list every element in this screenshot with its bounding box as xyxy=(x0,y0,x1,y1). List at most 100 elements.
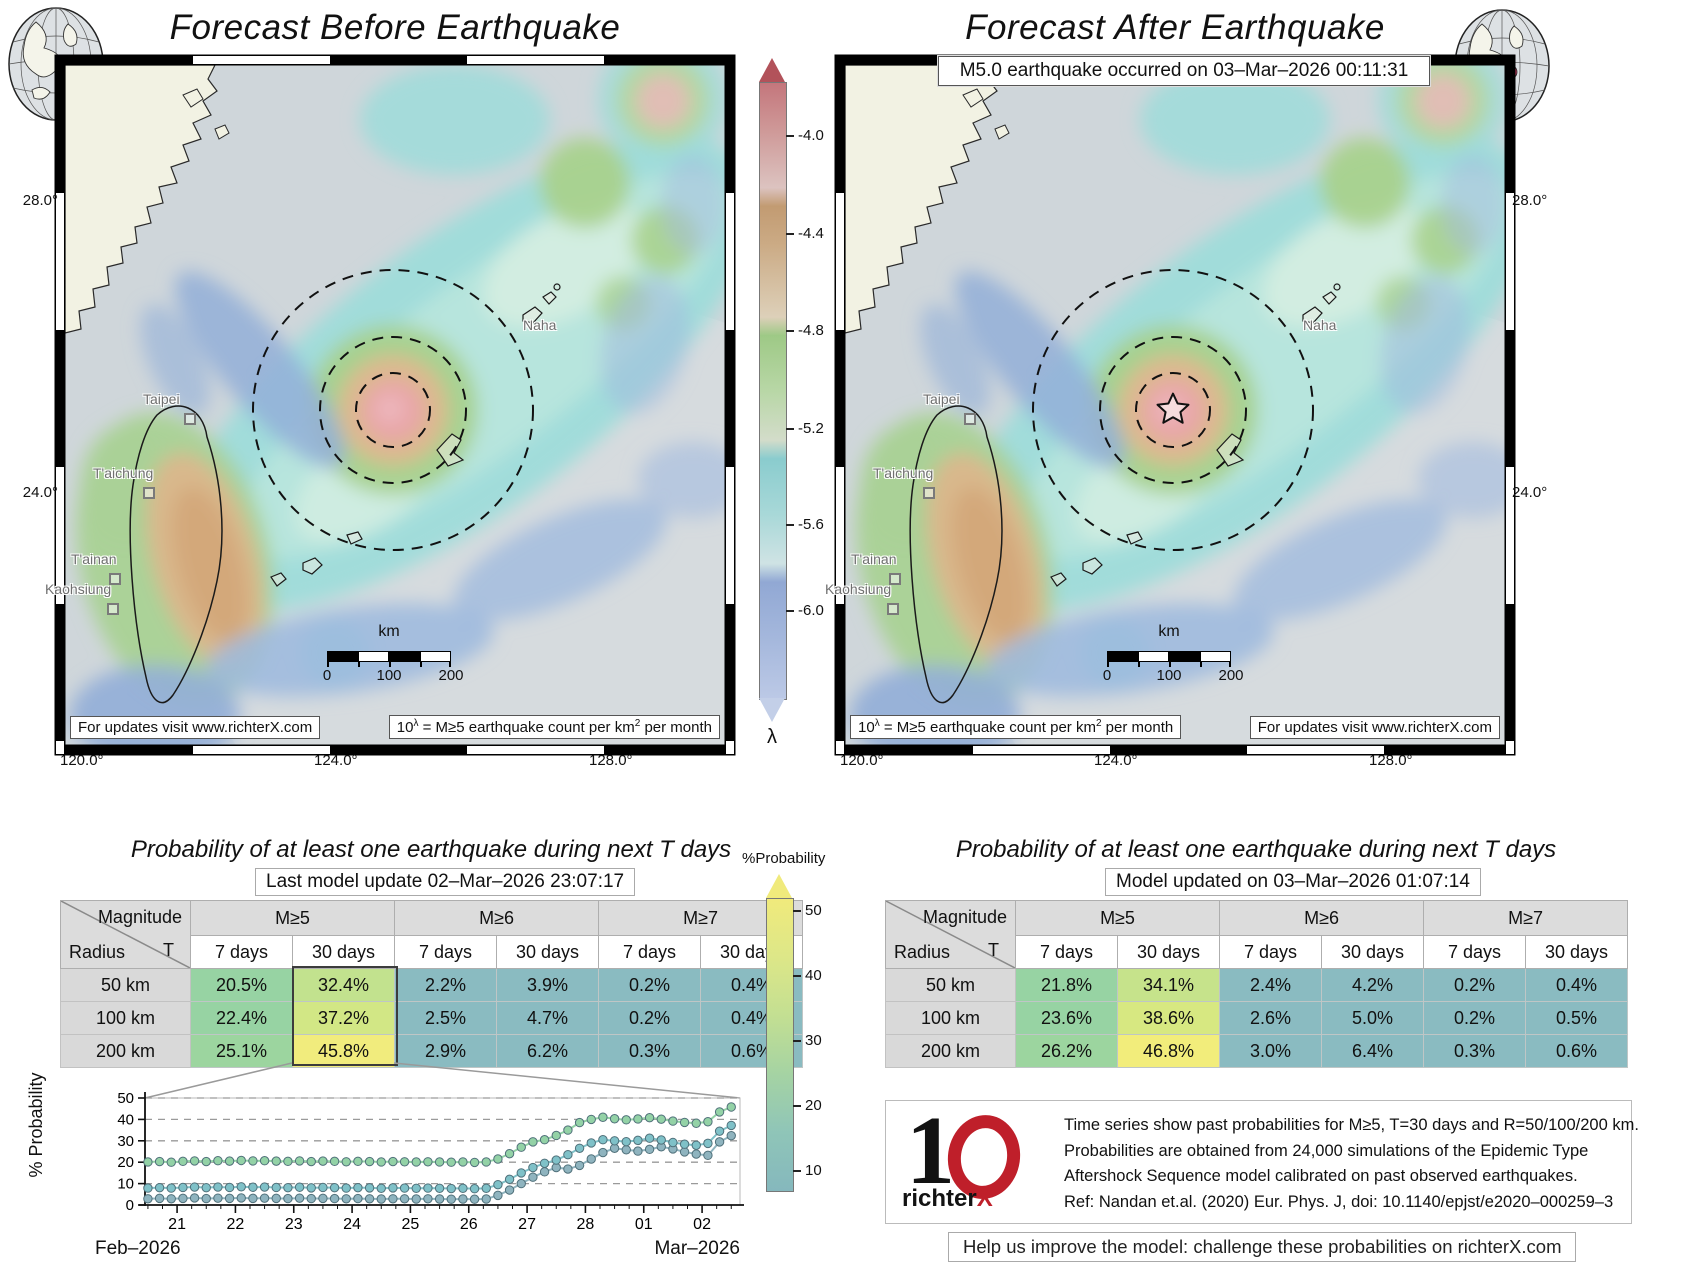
city-label-naha: Naha xyxy=(523,317,557,333)
svg-text:23: 23 xyxy=(285,1216,303,1233)
prob-cell: 0.2% xyxy=(598,968,702,1002)
city-label-kaohsiung: Kaohsiung xyxy=(825,581,892,597)
lon-tick-124-right: 124.0° xyxy=(1094,752,1138,769)
city-label-naha: Naha xyxy=(1303,317,1337,333)
header-subcol: 7 days xyxy=(394,935,498,969)
lambda-definition-note: 10λ = M≥5 earthquake count per km2 per m… xyxy=(388,715,720,739)
logo-wordmark: richterX xyxy=(902,1185,993,1212)
svg-text:20: 20 xyxy=(117,1154,134,1171)
model-info-box: 1 richterX Time series show past probabi… xyxy=(885,1097,1639,1224)
prob-cell: 22.4% xyxy=(190,1001,293,1035)
svg-text:22: 22 xyxy=(227,1216,245,1233)
svg-text:28: 28 xyxy=(577,1216,595,1233)
table-row: 100 km 22.4% 37.2% 2.5% 4.7% 0.2% 0.4% xyxy=(60,1001,804,1035)
lat-tick-24-left: 24.0° xyxy=(22,484,58,501)
chart-y-axis-label: % Probability xyxy=(26,1072,46,1178)
svg-text:01: 01 xyxy=(635,1216,653,1233)
prob-cell: 2.6% xyxy=(1219,1001,1323,1035)
updates-note: For updates visit www.richterX.com xyxy=(70,716,321,739)
probability-table-after: Magnitude Radius T M≥5 M≥6 M≥7 7 days 30… xyxy=(885,900,1629,1068)
prob-cell: 46.8% xyxy=(1116,1034,1221,1068)
earthquake-banner: M5.0 earthquake occurred on 03–Mar–2026 … xyxy=(937,55,1431,87)
table-corner-cell: Magnitude Radius T xyxy=(60,900,191,969)
city-marker-kaohsiung xyxy=(107,603,119,615)
prob-cell: 21.8% xyxy=(1015,968,1118,1002)
scalebar-tick-100: 100 xyxy=(376,667,402,684)
info-line-2: Probabilities are obtained from 24,000 s… xyxy=(1064,1141,1589,1160)
prob-cell: 6.2% xyxy=(496,1034,600,1068)
prob-cell: 0.4% xyxy=(1525,968,1629,1002)
table-title-left: Probability of at least one earthquake d… xyxy=(130,836,732,863)
prob-cell: 0.5% xyxy=(1525,1001,1629,1035)
prob-cell: 32.4% xyxy=(291,968,396,1002)
scalebar-unit: km xyxy=(378,623,400,640)
prob-cell: 4.2% xyxy=(1321,968,1425,1002)
challenge-callout: Help us improve the model: challenge the… xyxy=(948,1232,1577,1262)
prob-tick: 40 xyxy=(805,967,822,984)
lon-tick-128-left: 128.0° xyxy=(589,752,633,769)
page-title-before: Forecast Before Earthquake xyxy=(169,8,621,47)
header-radius: Radius xyxy=(69,942,126,962)
lambda-tick: -4.8 xyxy=(798,322,824,339)
prob-cell: 4.7% xyxy=(496,1001,600,1035)
prob-cell: 25.1% xyxy=(190,1034,293,1068)
lambda-definition-note: 10λ = M≥5 earthquake count per km2 per m… xyxy=(850,715,1182,739)
header-group-m6: M≥6 xyxy=(1219,900,1425,936)
colorbar-arrow-up xyxy=(759,58,785,82)
table-row: 50 km 21.8% 34.1% 2.4% 4.2% 0.2% 0.4% xyxy=(885,968,1629,1002)
colorbar-gradient xyxy=(759,82,787,700)
header-subcol: 7 days xyxy=(598,935,702,969)
header-subcol: 30 days xyxy=(1525,935,1629,969)
prob-cell: 38.6% xyxy=(1116,1001,1221,1035)
prob-cell: 3.0% xyxy=(1219,1034,1323,1068)
map-frame-left xyxy=(56,56,64,754)
svg-text:02: 02 xyxy=(693,1216,711,1233)
logo-digit: 1 xyxy=(906,1097,955,1205)
colorbar-arrow-down xyxy=(759,698,785,722)
lambda-tick: -6.0 xyxy=(798,602,824,619)
page-title-after: Forecast After Earthquake xyxy=(965,8,1385,47)
header-group-m7: M≥7 xyxy=(1423,900,1629,936)
lambda-colorbar: -4.0 -4.4 -4.8 -5.2 -5.6 -6.0 λ xyxy=(758,56,838,756)
richterx-logo: 1 richterX xyxy=(900,1097,1050,1213)
probability-table-before: Magnitude Radius T M≥5 M≥6 M≥7 7 days 30… xyxy=(60,900,804,1068)
colorbar-arrow-up xyxy=(766,874,792,898)
lat-tick-28-right: 28.0° xyxy=(1512,192,1548,209)
probability-colorbar: %Probability 50 40 30 20 10 xyxy=(742,850,862,1210)
lambda-tick: -4.4 xyxy=(798,225,824,242)
probability-colorbar-title: %Probability xyxy=(742,850,826,867)
prob-cell: 0.3% xyxy=(598,1034,702,1068)
lambda-tick: -5.6 xyxy=(798,516,824,533)
lat-tick-28-left: 28.0° xyxy=(22,192,58,209)
city-marker-kaohsiung xyxy=(887,603,899,615)
city-marker-taipei xyxy=(184,413,196,425)
lon-tick-120-left: 120.0° xyxy=(60,752,104,769)
svg-text:10: 10 xyxy=(117,1176,134,1193)
prob-cell: 45.8% xyxy=(291,1034,396,1068)
prob-tick: 50 xyxy=(805,902,822,919)
prob-cell: 2.2% xyxy=(394,968,498,1002)
lat-tick-24-right: 24.0° xyxy=(1512,484,1548,501)
table-row: 100 km 23.6% 38.6% 2.6% 5.0% 0.2% 0.5% xyxy=(885,1001,1629,1035)
scalebar-tick-200: 200 xyxy=(438,667,464,684)
probability-time-series-chart: 21 22 23 24 25 26 27 28 01 02 0 10 20 30 40 50 xyxy=(117,1090,744,1233)
forecast-map-art xyxy=(845,65,1505,745)
header-subcol: 7 days xyxy=(1219,935,1323,969)
prob-cell: 5.0% xyxy=(1321,1001,1425,1035)
map-frame-top xyxy=(56,56,734,64)
prob-cell: 3.9% xyxy=(496,968,600,1002)
city-label-taichung: T'aichung xyxy=(93,465,154,481)
prob-cell: 26.2% xyxy=(1015,1034,1118,1068)
city-label-taipei: Taipei xyxy=(923,391,960,407)
table-row: 200 km 26.2% 46.8% 3.0% 6.4% 0.3% 0.6% xyxy=(885,1034,1629,1068)
map-frame-right xyxy=(726,56,734,754)
lon-tick-120-right: 120.0° xyxy=(840,752,884,769)
map-before: Taipei T'aichung T'ainan Kaohsiung Naha … xyxy=(45,56,734,754)
epicenter-star-icon xyxy=(1156,392,1190,424)
svg-text:24: 24 xyxy=(343,1216,361,1233)
prob-tick: 10 xyxy=(805,1162,822,1179)
prob-cell: 37.2% xyxy=(291,1001,396,1035)
svg-text:21: 21 xyxy=(168,1216,186,1233)
prob-tick: 20 xyxy=(805,1097,822,1114)
map-frame-bottom xyxy=(56,746,734,754)
